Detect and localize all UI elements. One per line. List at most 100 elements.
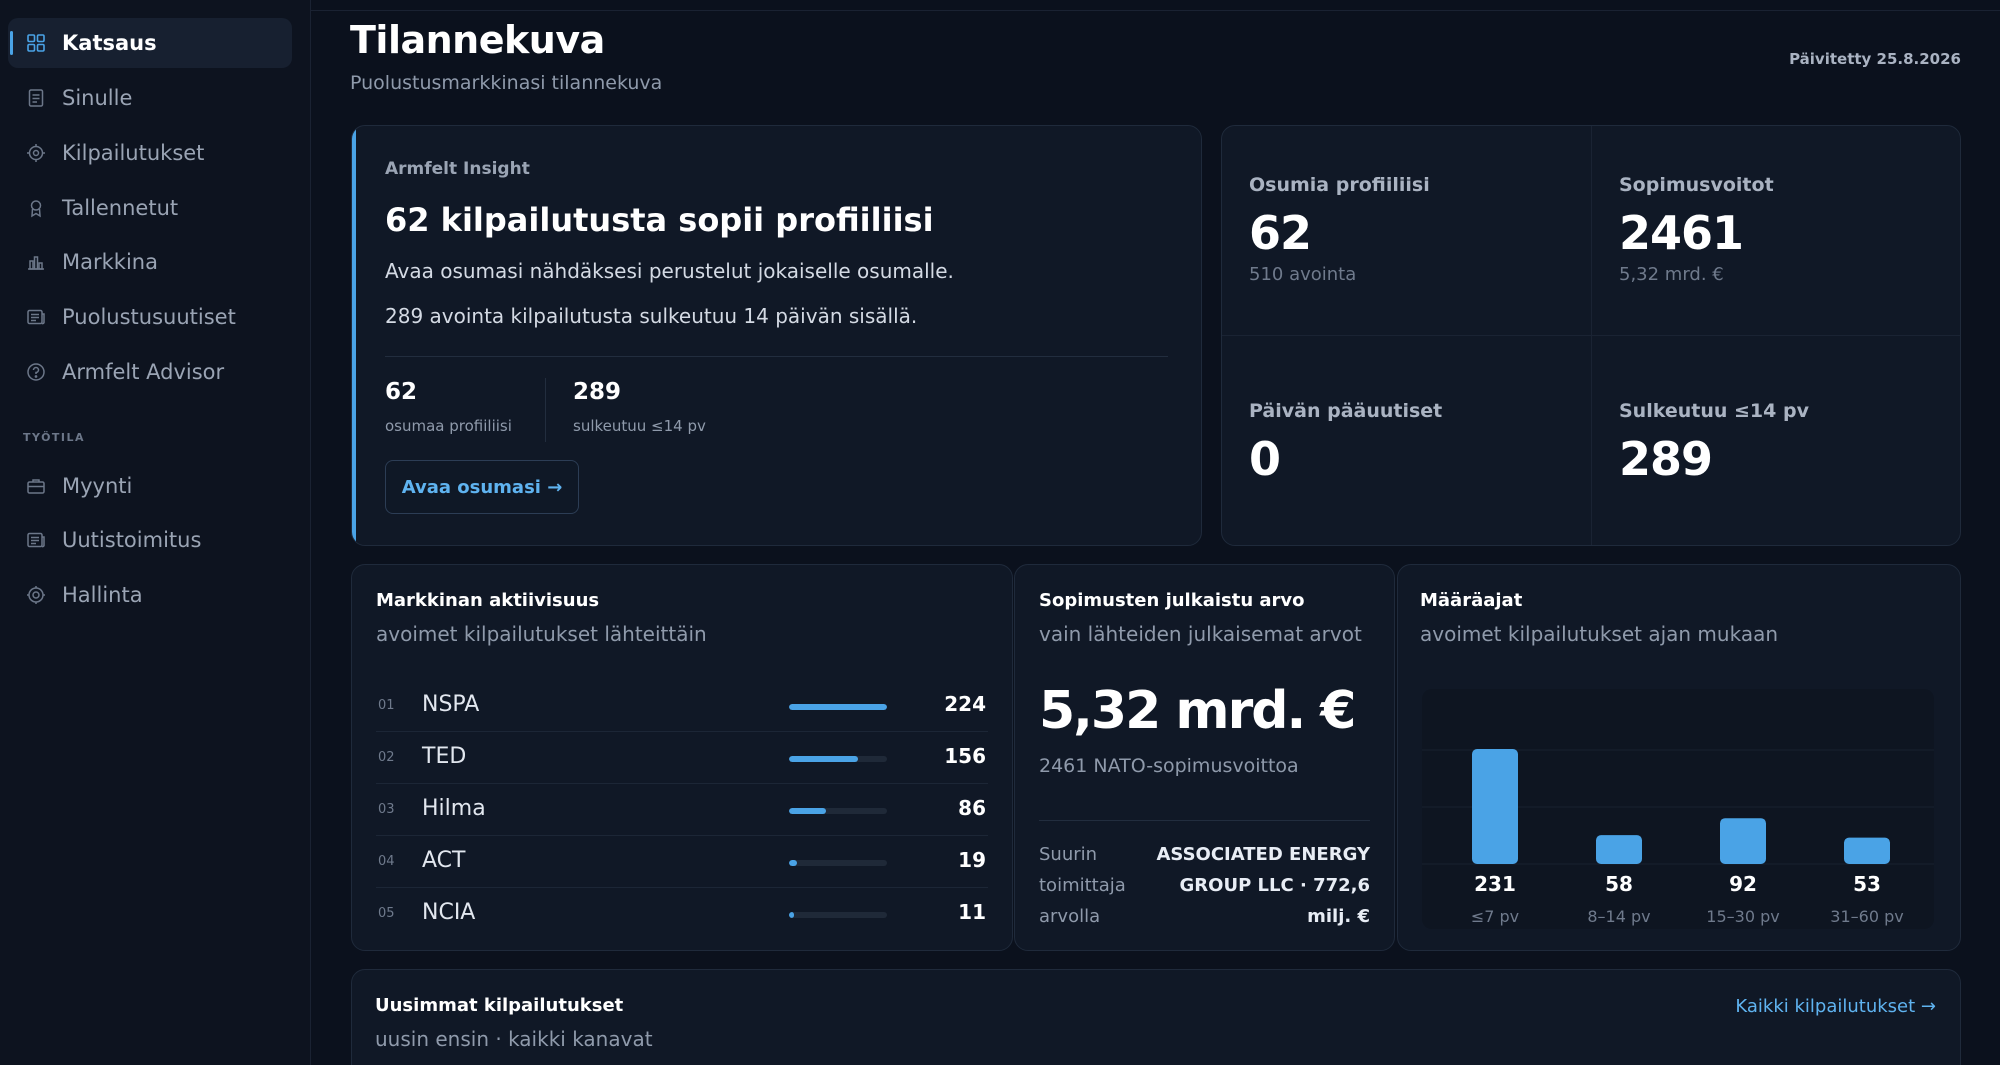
activity-bar-fill [789,756,858,762]
all-tenders-link[interactable]: Kaikki kilpailutukset → [1735,996,1936,1017]
list-item[interactable]: 02 TED 156 [376,732,988,784]
chart-tick-label: 15–30 pv [1706,907,1779,926]
source-count: 19 [958,848,986,872]
chart-tick-label: 8–14 pv [1587,907,1650,926]
activity-bar-track [789,704,887,710]
page-title: Tilannekuva [350,18,605,62]
source-name: TED [422,744,467,769]
market-activity-card: Markkinan aktiivisuus avoimet kilpailutu… [351,564,1013,951]
list-item[interactable]: 03 Hilma 86 [376,784,988,836]
sidebar-item-uutistoimitus[interactable]: Uutistoimitus [8,515,292,565]
activity-bar-fill [789,912,794,918]
chart-tick-label: ≤7 pv [1471,907,1519,926]
card-title: Uusimmat kilpailutukset [375,995,624,1016]
sidebar-item-markkina[interactable]: Markkina [8,237,292,287]
sidebar-item-label: Tallennetut [62,196,179,220]
stat-matches-sub: 510 avointa [1249,264,1357,285]
stat-matches-value: 62 [1249,206,1312,260]
bookmark-icon [25,197,47,219]
updated-timestamp: Päivitetty 25.8.2026 [1789,50,1961,68]
stat-news-label: Päivän pääuutiset [1249,400,1443,422]
chart-data-label: 231 [1474,872,1516,896]
activity-bar-fill [789,704,887,710]
card-title: Sopimusten julkaistu arvo [1039,590,1305,611]
insight-matches-value: 62 [385,379,418,405]
sidebar-item-label: Myynti [62,474,133,498]
source-name: NSPA [422,692,480,717]
activity-bar-track [789,808,887,814]
rank-number: 02 [378,750,395,765]
list-item[interactable]: 04 ACT 19 [376,836,988,888]
source-name: NCIA [422,900,476,925]
card-title: Määräajat [1420,590,1523,611]
sidebar-item-kilpailutukset[interactable]: Kilpailutukset [8,128,292,178]
stat-matches-label: Osumia profiiliisi [1249,174,1430,196]
chart-data-label: 92 [1729,872,1757,896]
stat-wins-sub: 5,32 mrd. € [1619,264,1724,285]
chart-bar[interactable] [1720,818,1766,864]
sidebar-item-hallinta[interactable]: Hallinta [8,570,292,620]
sidebar-item-armfelt-advisor[interactable]: Armfelt Advisor [8,347,292,397]
source-count: 156 [944,744,986,768]
card-subtitle: avoimet kilpailutukset ajan mukaan [1420,622,1779,646]
help-circle-icon [25,361,47,383]
bar-chart-icon [25,251,47,273]
divider [1039,820,1370,821]
chart-bar[interactable] [1844,837,1890,864]
sidebar-item-label: Markkina [62,250,158,274]
grid-icon [25,32,47,54]
activity-bar-track [789,912,887,918]
latest-tenders-card: Uusimmat kilpailutukset uusin ensin · ka… [351,969,1961,1065]
sidebar-item-puolustusuutiset[interactable]: Puolustusuutiset [8,292,292,342]
top-supplier-value: ASSOCIATED ENERGY GROUP LLC · 772,6 milj… [1156,844,1370,927]
contract-count: 2461 NATO-sopimusvoittoa [1039,755,1299,777]
sidebar-item-tallennetut[interactable]: Tallennetut [8,183,292,233]
insight-card: Armfelt Insight 62 kilpailutusta sopii p… [351,125,1202,546]
insight-matches-label: osumaa profiiliisi [385,417,512,435]
rank-number: 01 [378,698,395,713]
sidebar-item-sinulle[interactable]: Sinulle [8,73,292,123]
insight-closing-value: 289 [573,379,622,405]
insight-text: 289 avointa kilpailutusta sulkeutuu 14 p… [385,304,918,328]
chart-data-label: 58 [1605,872,1633,896]
deadlines-card: Määräajat avoimet kilpailutukset ajan mu… [1397,564,1961,951]
sidebar-item-myynti[interactable]: Myynti [8,461,292,511]
page-subtitle: Puolustusmarkkinasi tilannekuva [350,72,663,94]
stat-wins-label: Sopimusvoitot [1619,174,1774,196]
sidebar-item-label: Armfelt Advisor [62,360,225,384]
list-item[interactable]: 05 NCIA 11 [376,888,988,940]
chart-data-label: 53 [1853,872,1881,896]
source-count: 86 [958,796,986,820]
deadlines-chart: 231 ≤7 pv 58 8–14 pv 92 15–30 pv 53 31–60 pv [1422,749,1934,926]
chart-bar[interactable] [1472,749,1518,864]
list-item[interactable]: 01 NSPA 224 [376,680,988,732]
divider [1222,335,1960,336]
insight-title: 62 kilpailutusta sopii profiiliisi [385,201,934,239]
source-name: ACT [422,848,466,873]
rank-number: 03 [378,802,395,817]
activity-bar-track [789,860,887,866]
newspaper-icon [25,306,47,328]
open-matches-button[interactable]: Avaa osumasi → [385,460,579,514]
insight-eyebrow: Armfelt Insight [385,159,530,179]
workspace-section-label: TYÖTILA [23,431,86,444]
sidebar-item-label: Puolustusuutiset [62,305,236,329]
stats-card: Osumia profiiliisi 62 510 avointa Sopimu… [1221,125,1961,546]
deadlines-chart-area: 231 ≤7 pv 58 8–14 pv 92 15–30 pv 53 31–60 pv [1422,689,1934,929]
newspaper-icon [25,529,47,551]
briefcase-icon [25,475,47,497]
contract-value-card: Sopimusten julkaistu arvo vain lähteiden… [1014,564,1395,951]
sidebar-item-label: Kilpailutukset [62,141,205,165]
rank-number: 05 [378,906,395,921]
chart-bar[interactable] [1596,835,1642,864]
insight-text: Avaa osumasi nähdäksesi perustelut jokai… [385,259,954,283]
sidebar-item-label: Katsaus [62,31,157,55]
sidebar-item-label: Sinulle [62,86,133,110]
source-count: 224 [944,692,986,716]
card-subtitle: uusin ensin · kaikki kanavat [375,1027,653,1051]
sidebar-item-katsaus[interactable]: Katsaus [8,18,292,68]
stat-closing-label: Sulkeutuu ≤14 pv [1619,400,1809,422]
top-supplier-label: Suurin toimittaja arvolla [1039,844,1126,927]
rank-number: 04 [378,854,395,869]
sidebar-item-label: Uutistoimitus [62,528,202,552]
